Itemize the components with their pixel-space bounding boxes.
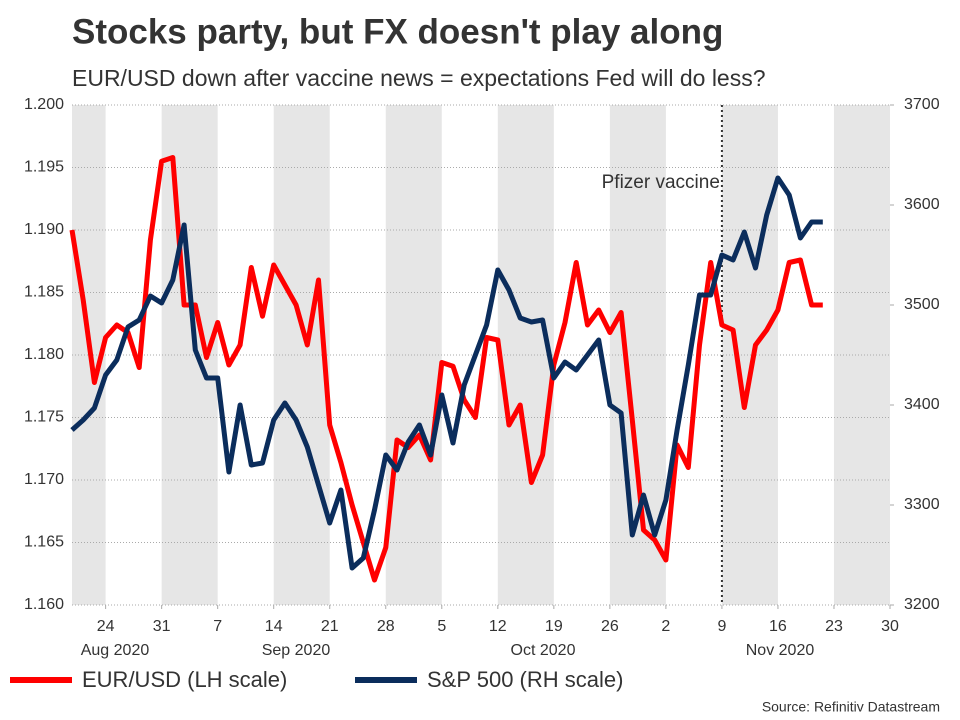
x-tick-label: 5 xyxy=(437,618,446,635)
x-tick-label: 30 xyxy=(881,618,899,635)
y-tick-label: 1.170 xyxy=(24,471,64,488)
series-line xyxy=(70,175,823,571)
x-tick-label: 24 xyxy=(97,618,115,635)
y-tick-label: 1.160 xyxy=(24,596,64,613)
month-label: Nov 2020 xyxy=(746,642,815,659)
legend-label: S&P 500 (RH scale) xyxy=(427,667,623,692)
y2-tick-label: 3400 xyxy=(904,396,940,413)
week-band xyxy=(721,105,778,605)
source: Source: Refinitiv Datastream xyxy=(762,699,940,715)
y2-tick-label: 3500 xyxy=(904,296,940,313)
x-tick-label: 14 xyxy=(265,618,283,635)
y2-tick-label: 3700 xyxy=(904,96,940,113)
x-tick-label: 7 xyxy=(213,618,222,635)
y-tick-label: 1.165 xyxy=(24,534,64,551)
x-tick-label: 2 xyxy=(661,618,670,635)
y2-tick-label: 3600 xyxy=(904,196,940,213)
month-label: Oct 2020 xyxy=(511,642,576,659)
y-tick-label: 1.190 xyxy=(24,221,64,238)
y2-tick-label: 3200 xyxy=(904,596,940,613)
y2-tick-label: 3300 xyxy=(904,496,940,513)
y-tick-label: 1.200 xyxy=(24,96,64,113)
month-label: Aug 2020 xyxy=(81,642,150,659)
x-tick-label: 31 xyxy=(153,618,171,635)
x-tick-label: 9 xyxy=(717,618,726,635)
annotation-text: Pfizer vaccine xyxy=(602,172,720,193)
x-tick-label: 28 xyxy=(377,618,395,635)
x-tick-label: 26 xyxy=(601,618,619,635)
x-tick-label: 21 xyxy=(321,618,339,635)
month-label: Sep 2020 xyxy=(262,642,331,659)
series-line xyxy=(69,155,823,583)
x-tick-label: 23 xyxy=(825,618,843,635)
y-tick-label: 1.175 xyxy=(24,409,64,426)
y-tick-label: 1.195 xyxy=(24,159,64,176)
y-tick-label: 1.180 xyxy=(24,346,64,363)
chart-title: Stocks party, but FX doesn't play along xyxy=(72,12,723,51)
x-tick-label: 12 xyxy=(489,618,507,635)
y-tick-label: 1.185 xyxy=(24,284,64,301)
x-tick-label: 16 xyxy=(769,618,787,635)
legend-label: EUR/USD (LH scale) xyxy=(82,667,287,692)
week-band xyxy=(385,105,442,605)
chart-subtitle: EUR/USD down after vaccine news = expect… xyxy=(72,65,766,91)
x-tick-label: 19 xyxy=(545,618,563,635)
week-band xyxy=(273,105,330,605)
